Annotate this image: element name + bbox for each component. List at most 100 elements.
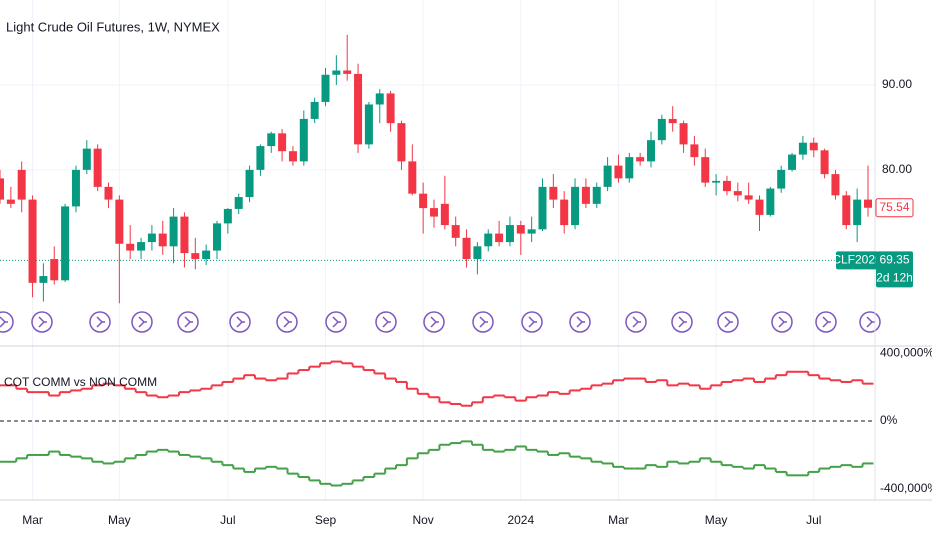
- candle-body: [50, 259, 59, 281]
- event-marker: [521, 311, 543, 333]
- candle-body: [527, 229, 536, 234]
- candle-body: [679, 123, 688, 145]
- event-icon: [479, 316, 488, 328]
- event-icon: [236, 316, 245, 328]
- candle-body: [299, 118, 308, 162]
- event-icon: [528, 316, 537, 328]
- y-tick-label: 90.00: [882, 77, 912, 91]
- candle-body: [397, 123, 406, 162]
- candle-body: [82, 148, 91, 170]
- candle-body: [820, 150, 829, 175]
- x-tick-label: Mar: [22, 513, 43, 527]
- candle-body: [864, 199, 872, 208]
- event-marker: [276, 311, 298, 333]
- candle-body: [332, 70, 341, 75]
- candle-body: [712, 180, 721, 183]
- candle-body: [603, 165, 612, 187]
- candle-body: [755, 199, 764, 215]
- candle-body: [169, 216, 178, 247]
- candle-body: [451, 225, 460, 238]
- event-marker: [375, 311, 397, 333]
- event-icon: [430, 316, 439, 328]
- x-tick-label: Jul: [806, 513, 821, 527]
- x-tick-label: May: [705, 513, 728, 527]
- candle-body: [354, 73, 363, 145]
- candle-body: [657, 118, 666, 141]
- candle-body: [256, 146, 265, 170]
- candle-body: [809, 142, 818, 151]
- event-icon: [822, 316, 831, 328]
- event-marker: [89, 311, 111, 333]
- event-icon: [138, 316, 147, 328]
- event-marker: [177, 311, 199, 333]
- contract-price-tag: [876, 251, 913, 288]
- candle-body: [484, 233, 493, 247]
- candle-body: [744, 195, 753, 200]
- candle-body: [137, 242, 146, 251]
- candle-body: [223, 208, 232, 224]
- contract-label: CLF2025: [832, 253, 882, 267]
- event-icon: [632, 316, 641, 328]
- event-marker: [472, 311, 494, 333]
- candle-body: [278, 133, 287, 152]
- event-icon: [724, 316, 733, 328]
- candle-body: [126, 243, 135, 251]
- event-marker: [131, 311, 153, 333]
- candle-body: [722, 180, 731, 192]
- candle-body: [777, 169, 786, 189]
- candle-body: [343, 70, 352, 74]
- candle-body: [625, 157, 634, 179]
- event-marker: [569, 311, 591, 333]
- candle-body: [0, 178, 4, 200]
- candle-body: [6, 199, 15, 204]
- candle-body: [158, 233, 167, 247]
- event-icon: [96, 316, 105, 328]
- candle-body: [516, 225, 525, 234]
- candle-body: [614, 165, 623, 179]
- candle-body: [571, 186, 580, 226]
- event-icon: [866, 316, 875, 328]
- candle-body: [842, 195, 851, 226]
- event-icon: [38, 316, 47, 328]
- event-icon: [382, 316, 391, 328]
- event-icon: [184, 316, 193, 328]
- chart-title: Light Crude Oil Futures, 1W, NYMEX: [6, 19, 220, 34]
- x-tick-label: May: [108, 513, 131, 527]
- candle-body: [288, 151, 297, 162]
- candle-body: [104, 186, 113, 200]
- event-marker: [229, 311, 251, 333]
- x-tick-label: Nov: [412, 513, 433, 527]
- candle-body: [592, 186, 601, 204]
- x-tick-label: Jul: [220, 513, 235, 527]
- contract-price-label: 69.35: [879, 253, 909, 267]
- candle-body: [690, 144, 699, 158]
- candle-body: [180, 216, 189, 254]
- candle-body: [733, 191, 742, 196]
- candle-body: [28, 199, 37, 283]
- event-marker: [717, 311, 739, 333]
- event-icon: [678, 316, 687, 328]
- event-marker: [423, 311, 445, 333]
- candle-body: [581, 186, 590, 204]
- x-tick-label: Mar: [608, 513, 629, 527]
- candle-body: [408, 161, 417, 194]
- candle-body: [375, 93, 384, 105]
- candle-body: [462, 237, 471, 260]
- candle-body: [798, 142, 807, 155]
- event-marker: [671, 311, 693, 333]
- candle-body: [766, 188, 775, 215]
- event-marker: [771, 311, 793, 333]
- candle-body: [61, 206, 70, 281]
- event-icon: [0, 316, 8, 328]
- event-marker: [31, 311, 53, 333]
- candle-body: [386, 93, 395, 124]
- candle-body: [473, 246, 482, 260]
- candle-body: [267, 133, 276, 147]
- y-tick-label: 0%: [880, 413, 898, 427]
- candle-body: [147, 233, 156, 243]
- y-tick-label: -400,000%: [880, 481, 932, 495]
- candle-body: [419, 193, 428, 209]
- countdown-label: 2d 12h: [876, 271, 913, 285]
